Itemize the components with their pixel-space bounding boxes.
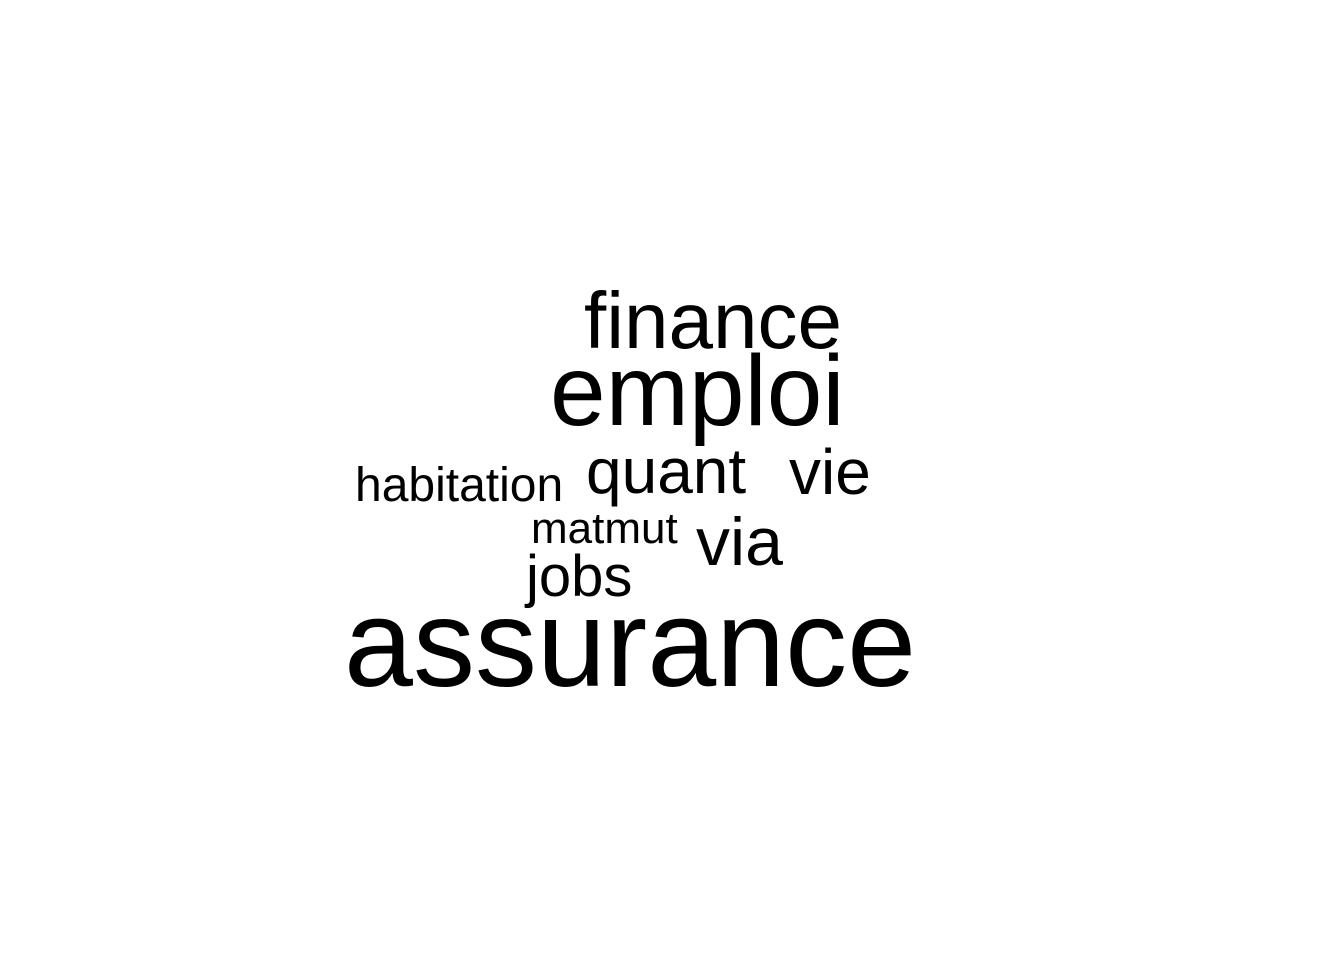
word-assurance: assurance <box>344 574 917 713</box>
word-emploi: emploi <box>550 334 845 447</box>
word-vie: vie <box>789 436 871 509</box>
word-via: via <box>696 504 783 581</box>
word-matmut: matmut <box>531 504 678 554</box>
word-finance: finance <box>584 275 842 365</box>
word-jobs: jobs <box>526 543 633 609</box>
word-habitation: habitation <box>355 458 564 512</box>
word-quant: quant <box>586 435 747 508</box>
